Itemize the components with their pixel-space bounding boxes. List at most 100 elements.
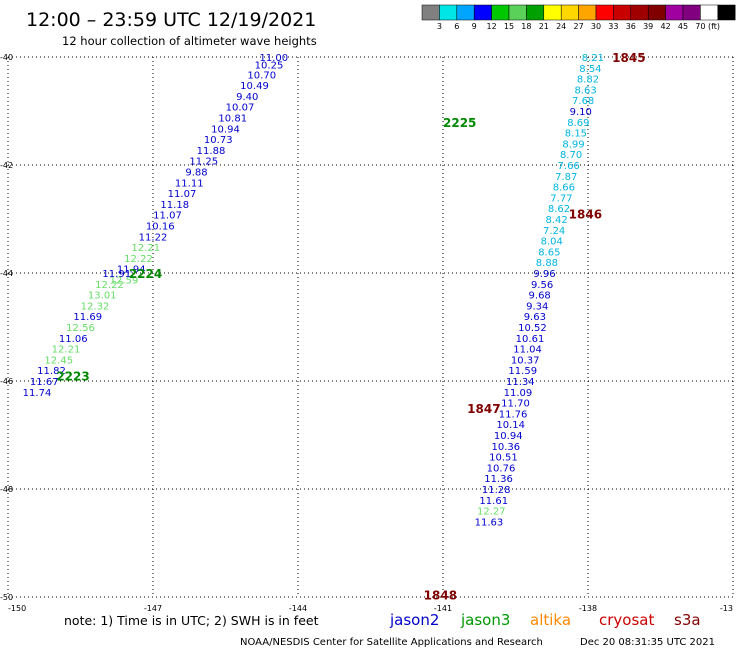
legend-label: 21 [539, 22, 549, 31]
swh-value: 8.65 [538, 247, 560, 258]
satellite-label: jason3 [460, 611, 510, 629]
legend-swatch [578, 4, 597, 21]
legend-label: 36 [626, 22, 636, 31]
x-tick-label: -141 [434, 604, 452, 613]
swh-value: 11.67 [30, 377, 59, 388]
pass-label: 2225 [443, 116, 476, 130]
swh-value: 12.45 [44, 355, 73, 366]
swh-value: 11.91 [102, 269, 131, 280]
swh-value: 9.40 [236, 92, 258, 103]
legend-unit: (ft) [708, 22, 720, 31]
swh-value: 12.59 [110, 275, 139, 286]
x-tick-label: -138 [579, 604, 597, 613]
swh-value: 11.36 [484, 474, 513, 485]
legend-label: 3 [437, 22, 442, 31]
swh-value: 10.14 [496, 420, 525, 431]
pass-label: 1845 [612, 51, 645, 65]
swh-value: 11.25 [189, 157, 218, 168]
swh-value: 11.07 [168, 189, 197, 200]
legend-label: 24 [556, 22, 566, 31]
swh-value: 8.04 [541, 237, 563, 248]
pass-label: 1848 [424, 588, 457, 602]
swh-value: 11.59 [508, 366, 537, 377]
swh-value: 9.96 [533, 269, 555, 280]
note-text: note: 1) Time is in UTC; 2) SWH is in fe… [64, 613, 319, 628]
swh-value: 10.36 [492, 442, 521, 453]
legend-swatch [473, 4, 492, 21]
swh-value: 7.87 [555, 172, 577, 183]
legend-label: 70 [695, 22, 705, 31]
satellite-legend: jason2 jason3 altika cryosat s3a [389, 611, 701, 629]
chart-title: 12:00 – 23:59 UTC 12/19/2021 [26, 9, 316, 31]
swh-value: 10.70 [247, 70, 276, 81]
swh-value: 8.42 [545, 215, 567, 226]
swh-value: 7.68 [572, 96, 594, 107]
x-tick-label: -147 [144, 604, 162, 613]
legend-swatch [647, 4, 666, 21]
swh-value: 11.70 [501, 399, 530, 410]
swh-value: 10.25 [255, 61, 284, 72]
swh-value: 8.69 [567, 118, 589, 129]
data-points: 11.0010.2510.7010.499.4010.0710.8110.941… [23, 53, 604, 528]
swh-value: 11.34 [506, 377, 535, 388]
legend-swatch [508, 4, 527, 21]
legend-swatch [543, 4, 562, 21]
satellite-label: jason2 [389, 611, 439, 629]
legend-swatch [613, 4, 632, 21]
y-tick-label: -40 [0, 53, 13, 62]
swh-value: 11.06 [59, 334, 88, 345]
swh-value: 11.00 [260, 53, 289, 64]
swh-value: 8.15 [565, 129, 587, 140]
swh-value: 10.49 [240, 81, 269, 92]
pass-label: 1847 [467, 402, 500, 416]
swh-value: 9.88 [185, 167, 207, 178]
swh-value: 10.81 [218, 113, 247, 124]
swh-value: 8.66 [553, 183, 575, 194]
y-tick-label: -46 [0, 377, 13, 386]
legend-swatch [439, 4, 458, 21]
legend-swatch [456, 4, 475, 21]
pass-labels: 2225 2224 2223 1845 1846 1847 1848 [56, 51, 645, 602]
satellite-label: altika [530, 611, 571, 629]
x-axis-ticks: -150 -147 -144 -141 -138 -13 [8, 604, 733, 613]
swh-value: 8.88 [536, 258, 558, 269]
legend-label: 27 [574, 22, 584, 31]
color-legend: 3 6 9 12 15 18 21 24 27 30 33 36 39 42 45 70 (ft) [421, 4, 736, 31]
pass-label: 2224 [129, 267, 162, 281]
legend-swatch [595, 4, 614, 21]
swh-value: 8.63 [574, 85, 596, 96]
swh-value: 9.10 [570, 107, 592, 118]
swh-value: 12.21 [52, 345, 81, 356]
legend-label: 18 [521, 22, 531, 31]
y-tick-label: -50 [0, 593, 13, 602]
swh-value: 9.34 [526, 301, 548, 312]
x-tick-label: -13 [720, 604, 733, 613]
chart-subtitle: 12 hour collection of altimeter wave hei… [62, 34, 317, 48]
footer-timestamp: Dec 20 08:31:35 UTC 2021 [580, 637, 715, 648]
swh-value: 7.24 [543, 226, 565, 237]
legend-swatch [682, 4, 701, 21]
swh-value: 10.76 [487, 463, 516, 474]
legend-swatch [717, 4, 736, 21]
pass-label: 1846 [569, 208, 602, 222]
swh-value: 12.56 [66, 323, 95, 334]
swh-value: 10.51 [489, 453, 518, 464]
legend-label: 30 [591, 22, 601, 31]
swh-value: 12.22 [124, 254, 153, 265]
swh-value: 8.62 [548, 204, 570, 215]
swh-value: 10.94 [211, 124, 240, 135]
y-tick-label: -42 [0, 161, 13, 170]
satellite-label: s3a [674, 611, 701, 629]
swh-value: 10.94 [494, 431, 523, 442]
legend-label: 9 [472, 22, 477, 31]
swh-value: 7.77 [550, 193, 572, 204]
footer-source: NOAA/NESDIS Center for Satellite Applica… [240, 637, 543, 648]
swh-value: 12.21 [131, 243, 160, 254]
swh-value: 10.52 [518, 323, 547, 334]
swh-value: 12.32 [81, 301, 110, 312]
swh-value: 9.56 [531, 280, 553, 291]
y-tick-label: -44 [0, 269, 13, 278]
swh-value: 11.07 [153, 211, 182, 222]
swh-value: 11.63 [475, 517, 504, 528]
